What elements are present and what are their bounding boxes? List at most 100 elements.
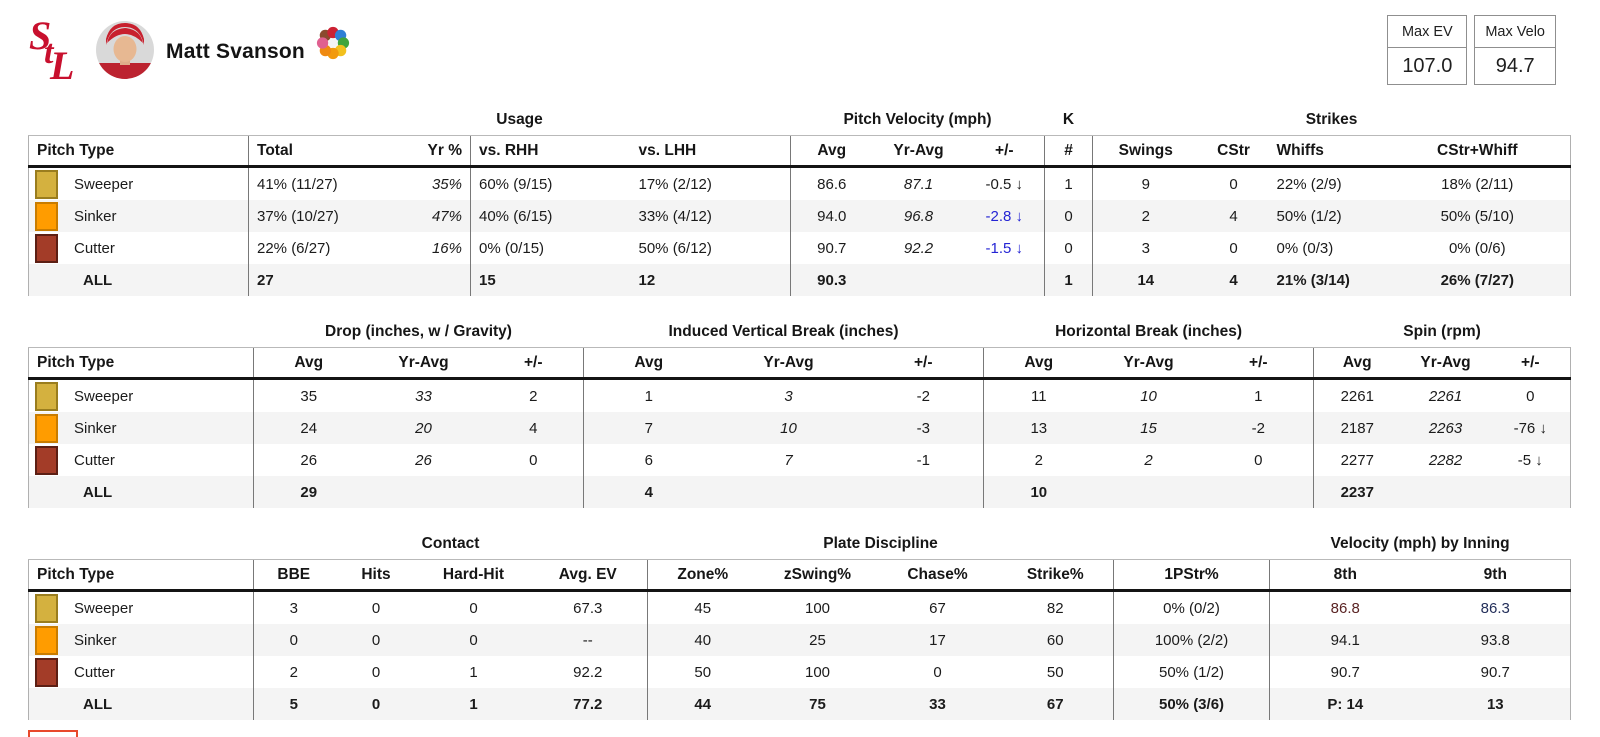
table-cell: -76 ↓ xyxy=(1490,412,1572,444)
col-header: BBE xyxy=(253,559,334,592)
table-cell: 0 xyxy=(1044,232,1093,264)
max-velo-label: Max Velo xyxy=(1475,16,1555,48)
table-cell: 26 xyxy=(253,444,364,476)
table-cell: 10 xyxy=(983,476,1094,508)
table-cell: 5 xyxy=(253,688,334,720)
table-cell: 33 xyxy=(415,387,432,405)
col-header: Strike% xyxy=(997,559,1114,592)
col-header: Yr-Avg xyxy=(1093,347,1204,380)
table-cell: 45 xyxy=(647,590,758,624)
group-title xyxy=(1114,532,1270,560)
table-cell: -- xyxy=(582,631,593,649)
pitch-type-cell: Sinker xyxy=(28,624,254,656)
table-cell: 86.6 xyxy=(790,166,873,200)
table-cell: 2 xyxy=(253,656,334,688)
table-cell xyxy=(965,264,1045,296)
table-cell: 1 xyxy=(1044,166,1093,200)
col-header: CStr xyxy=(1198,135,1269,168)
table-cell: 2277 xyxy=(1313,444,1401,476)
table-row: Sinker 0 0 0 -- 40 25 17 60 100% (2/2) 94.1 93.8 xyxy=(28,624,1572,656)
col-header: Hard-Hit xyxy=(418,559,529,592)
col-header: CStr+Whiff xyxy=(1384,135,1572,168)
table-cell: 0 xyxy=(933,663,942,681)
table-cell: -1 xyxy=(916,451,930,469)
table-cell: -0.5 ↓ xyxy=(985,175,1024,193)
table-cell: 7 xyxy=(784,451,793,469)
table-cell: 14 xyxy=(1092,264,1199,296)
table-cell: 1 xyxy=(469,663,478,681)
col-header: Yr-Avg xyxy=(872,135,965,168)
table-cell: 21% (3/14) xyxy=(1276,271,1350,289)
table-cell: 35 xyxy=(253,378,364,412)
pitch-name: Cutter xyxy=(74,451,115,469)
table-cell: 75 xyxy=(809,695,826,713)
max-velo-value: 94.7 xyxy=(1495,55,1535,77)
table-cell: 2237 xyxy=(1313,476,1401,508)
table-cell: 10 xyxy=(780,419,797,437)
pitch-type-cell: Sweeper xyxy=(28,590,254,624)
table-cell: -2 xyxy=(1251,419,1265,437)
table-cell: 35% xyxy=(431,175,462,193)
table-cell xyxy=(1094,476,1204,508)
table-cell: 2261 xyxy=(1313,378,1401,412)
col-header: Swings xyxy=(1092,135,1199,168)
table-cell: 2 xyxy=(1092,200,1199,232)
pitch-color-swatch xyxy=(35,381,58,411)
table-cell: 82 xyxy=(1046,599,1064,617)
table-row: Sinker 37% (10/27) 47% 40% (6/15) 33% (4/12)… xyxy=(28,200,1572,232)
pitch-type-cell: ALL xyxy=(28,476,254,508)
pitch-color-swatch xyxy=(35,593,58,623)
table-cell: 12 xyxy=(638,271,656,289)
pitch-type-cell: Cutter xyxy=(28,444,254,476)
table-cell: 94.1 xyxy=(1269,624,1421,656)
group-title: Plate Discipline xyxy=(823,535,938,552)
table-cell: 0 xyxy=(1490,378,1572,412)
table-cell: -5 ↓ xyxy=(1490,444,1572,476)
table-cell: 2 xyxy=(983,444,1094,476)
table-cell xyxy=(397,264,471,296)
usage-velocity-strikes-table: Usage Pitch Velocity (mph) K Strikes Pitch T… xyxy=(28,108,1572,296)
col-header: vs. RHH xyxy=(470,135,631,168)
table-cell: 17 xyxy=(929,631,946,649)
col-header: Total xyxy=(248,135,397,168)
svg-text:t: t xyxy=(44,34,55,71)
group-title xyxy=(29,320,254,348)
table-cell: 77.2 xyxy=(573,695,603,713)
table-cell: 40 xyxy=(647,624,758,656)
group-title: Spin (rpm) xyxy=(1403,323,1481,340)
col-header: 8th xyxy=(1269,559,1421,592)
table-cell: 0 xyxy=(1229,175,1238,193)
table-cell: 18% (2/11) xyxy=(1384,166,1572,200)
col-header: Yr-Avg xyxy=(713,347,864,380)
table-row: ALL 29 4 10 2237 xyxy=(28,476,1572,508)
col-header: Avg xyxy=(790,135,873,168)
table-row: Sinker 24 20 4 7 10 -3 13 15 -2 2187 2263 -76 ↓ xyxy=(28,412,1572,444)
table-cell: 33 xyxy=(929,695,946,713)
table-cell: 2 xyxy=(1144,451,1153,469)
table-cell: 0 xyxy=(529,451,538,469)
pitch-type-cell: Cutter xyxy=(28,232,249,264)
pitch-color-swatch xyxy=(35,201,58,231)
col-header: Avg xyxy=(983,347,1094,380)
table-cell: 0 xyxy=(371,631,381,649)
svg-text:S: S xyxy=(29,15,51,58)
table-cell: 86.8 xyxy=(1269,590,1421,624)
group-title: Usage xyxy=(496,111,543,128)
table-cell: 22% (2/9) xyxy=(1276,175,1342,193)
table-cell xyxy=(1204,476,1314,508)
pitch-type-cell: ALL xyxy=(28,264,249,296)
table-cell: 10 xyxy=(1140,387,1157,405)
svg-text:L: L xyxy=(49,43,74,85)
table-cell: 2 xyxy=(529,387,538,405)
table-cell: 4 xyxy=(529,419,538,437)
table-row: Cutter 26 26 0 6 7 -1 2 2 0 2277 2282 -5 ↓ xyxy=(28,444,1572,476)
table-cell: 94.0 xyxy=(790,200,873,232)
table-cell: 92.2 xyxy=(573,663,603,681)
col-header: +/- xyxy=(1490,347,1572,380)
table-cell: 100 xyxy=(805,599,831,617)
table-cell: 26 xyxy=(415,451,432,469)
table-cell: 0 xyxy=(253,624,334,656)
max-ev-value: 107.0 xyxy=(1402,55,1453,77)
table-cell: 0 xyxy=(469,599,478,617)
